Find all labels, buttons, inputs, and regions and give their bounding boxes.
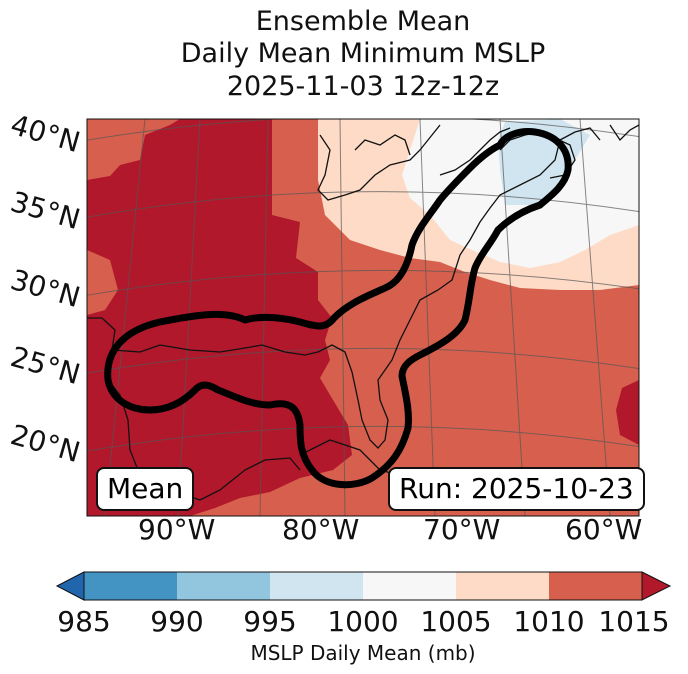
- colorbar-bin-990-995: [177, 572, 270, 600]
- title-line-1: Ensemble Mean: [255, 6, 471, 37]
- field-gt-1015-east: [616, 380, 639, 445]
- mean-label-box: Mean: [96, 467, 195, 511]
- colorbar-tick-990: 990: [150, 605, 204, 638]
- colorbar-bin-1005-1010: [456, 572, 549, 600]
- colorbar-extend-high: [641, 571, 672, 601]
- colorbar-bin-1000-1005: [363, 572, 456, 600]
- lon-label-90w: 90°W: [138, 513, 216, 546]
- run-label-box: Run: 2025-10-23: [388, 467, 645, 511]
- colorbar-tick-985: 985: [57, 605, 111, 638]
- graticule: [87, 119, 639, 516]
- colorbar-label: MSLP Daily Mean (mb): [250, 641, 476, 665]
- colorbar-frame: [83, 571, 643, 601]
- lon-label-70w: 70°W: [423, 513, 501, 546]
- colorbar-bin-985-990: [84, 572, 177, 600]
- field-1010-1015-patch-west: [87, 119, 180, 180]
- lon-label-60w: 60°W: [565, 513, 643, 546]
- colorbar-tick-1010: 1010: [513, 605, 585, 638]
- colorbar-tick-1005: 1005: [420, 605, 492, 638]
- ensemble-outline: [104, 128, 572, 489]
- map-frame: [86, 118, 640, 517]
- colorbar-extend-low: [55, 571, 85, 601]
- title-line-3: 2025-11-03 12z-12z: [226, 71, 500, 102]
- colorbar-bin-995-1000: [270, 572, 363, 600]
- title-line-2: Daily Mean Minimum MSLP: [180, 38, 546, 69]
- field-1010-1015-patch-texas: [87, 250, 118, 315]
- colorbar: [55, 571, 672, 601]
- lon-label-80w: 80°W: [282, 513, 360, 546]
- colorbar-tick-1015: 1015: [598, 605, 670, 638]
- colorbar-tick-1000: 1000: [327, 605, 399, 638]
- map-panel: [87, 119, 639, 516]
- field-lt-1000: [498, 119, 590, 205]
- colorbar-tick-995: 995: [243, 605, 297, 638]
- colorbar-bin-1010-1015: [549, 572, 642, 600]
